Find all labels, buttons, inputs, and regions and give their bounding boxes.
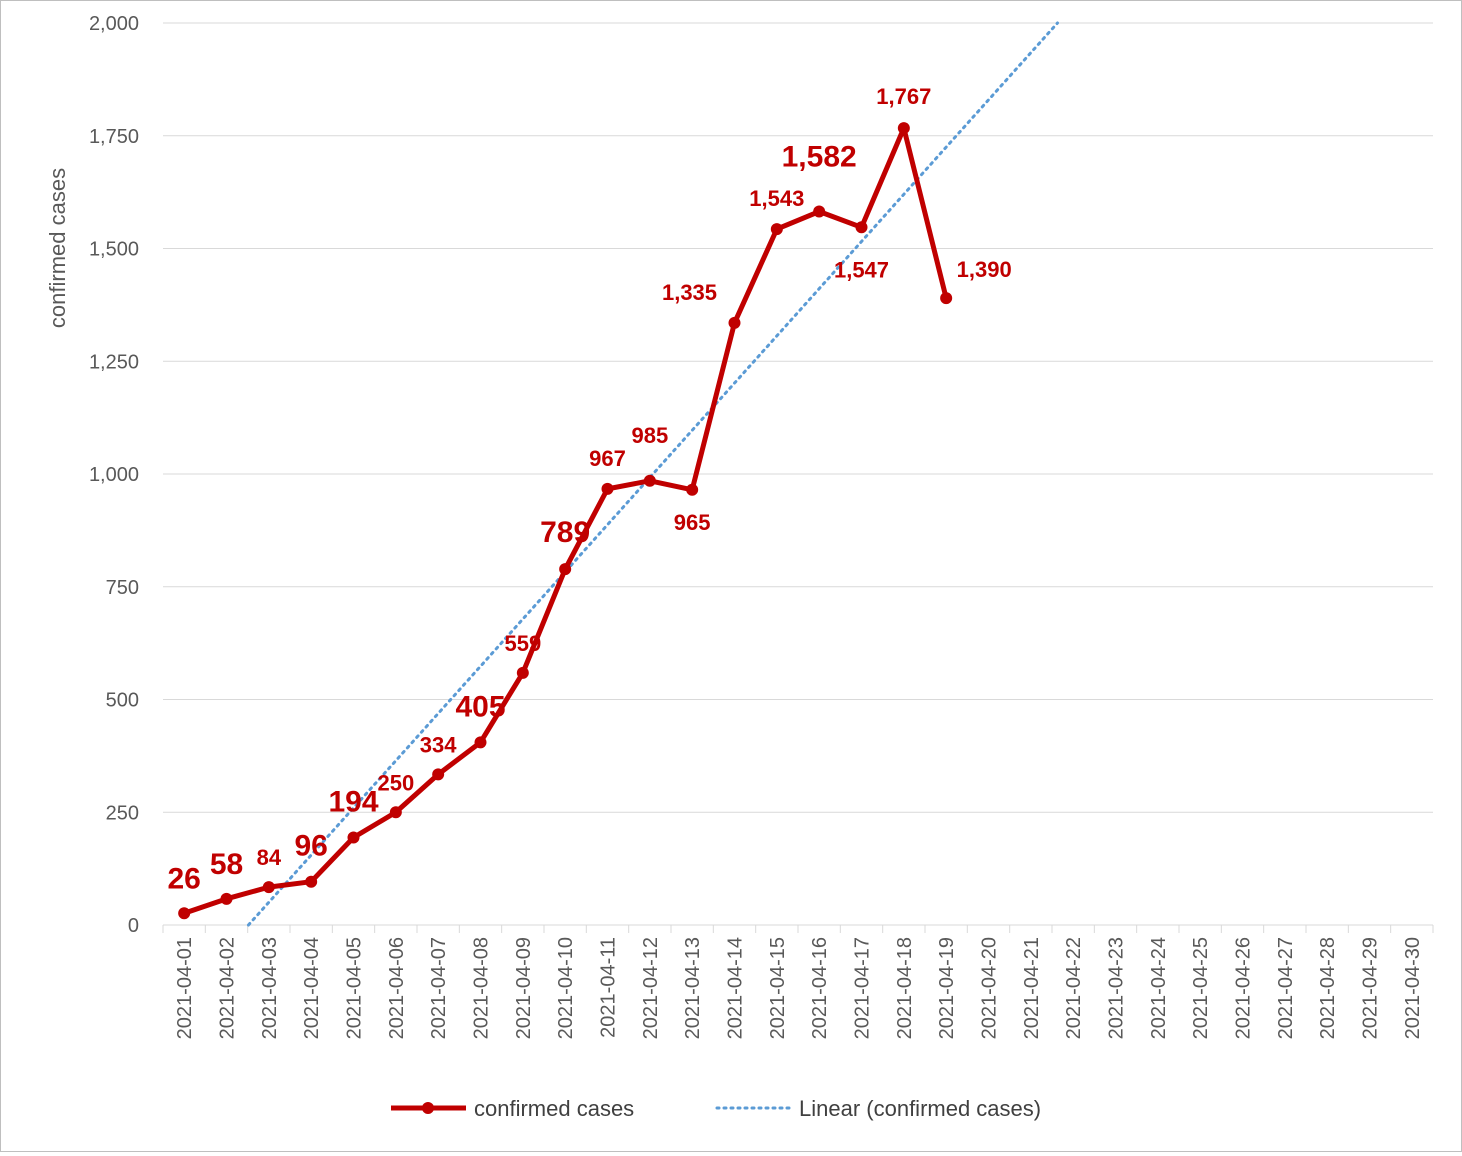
- data-point: [897, 122, 910, 135]
- x-tick-label: 2021-04-14: [725, 937, 747, 1039]
- data-label: 1,543: [749, 186, 804, 211]
- y-tick-label: 1,000: [89, 464, 139, 486]
- y-tick-label: 1,500: [89, 239, 139, 261]
- x-tick-label: 2021-04-11: [598, 937, 620, 1038]
- x-tick-label: 2021-04-28: [1317, 937, 1339, 1039]
- y-tick-label: 750: [106, 577, 139, 599]
- y-tick-label: 1,250: [89, 351, 139, 373]
- data-point: [220, 892, 233, 905]
- x-tick-label: 2021-04-18: [894, 937, 916, 1039]
- x-tick-label: 2021-04-03: [259, 937, 281, 1039]
- y-tick-label: 2,000: [89, 13, 139, 35]
- x-tick-label: 2021-04-10: [555, 937, 577, 1039]
- x-tick-label: 2021-04-15: [767, 937, 789, 1039]
- data-label: 965: [674, 510, 711, 535]
- x-tick-label: 2021-04-22: [1063, 937, 1085, 1039]
- gridlines: [163, 22, 1433, 813]
- data-label: 58: [210, 848, 243, 881]
- data-point: [940, 292, 953, 305]
- data-point: [686, 483, 699, 496]
- data-label: 559: [504, 631, 541, 656]
- data-label: 334: [420, 732, 457, 757]
- x-tick-label: 2021-04-27: [1275, 937, 1297, 1039]
- y-tick-label: 500: [106, 690, 139, 712]
- x-tick-label: 2021-04-24: [1148, 937, 1170, 1039]
- y-axis-title: confirmed cases: [45, 168, 70, 328]
- x-tick-label: 2021-04-26: [1233, 937, 1255, 1039]
- data-point: [305, 875, 318, 888]
- data-point: [432, 768, 445, 781]
- data-point: [813, 205, 826, 218]
- data-point: [516, 666, 529, 679]
- x-tick-label: 2021-04-30: [1402, 937, 1424, 1039]
- data-point: [347, 831, 360, 844]
- data-points: [178, 122, 953, 920]
- x-tick-label: 2021-04-12: [640, 937, 662, 1039]
- x-tick-label: 2021-04-07: [428, 937, 450, 1039]
- data-point: [474, 736, 487, 749]
- x-axis: [162, 924, 1434, 933]
- x-tick-label: 2021-04-20: [979, 937, 1001, 1039]
- data-label: 1,767: [876, 84, 931, 109]
- x-tick-label: 2021-04-02: [217, 937, 239, 1039]
- data-point: [389, 806, 402, 819]
- data-label: 1,390: [957, 257, 1012, 282]
- y-tick-label: 1,750: [89, 126, 139, 148]
- x-tick-label: 2021-04-23: [1106, 937, 1128, 1039]
- data-label: 789: [540, 516, 590, 549]
- x-tick-label: 2021-04-06: [386, 937, 408, 1039]
- x-tick-label: 2021-04-29: [1360, 937, 1382, 1039]
- legend-label-confirmed-cases: confirmed cases: [474, 1096, 634, 1121]
- x-tick-label: 2021-04-25: [1190, 937, 1212, 1039]
- legend-marker-confirmed-cases: [422, 1102, 434, 1114]
- data-point: [855, 221, 868, 234]
- trendline-linear: [246, 21, 1059, 927]
- y-tick-label: 250: [106, 802, 139, 824]
- data-point: [770, 223, 783, 236]
- data-label: 26: [167, 862, 200, 895]
- data-point: [559, 563, 572, 576]
- x-tick-label: 2021-04-04: [301, 937, 323, 1039]
- x-tick-label: 2021-04-16: [809, 937, 831, 1039]
- data-label: 84: [257, 845, 282, 870]
- data-point: [262, 881, 275, 894]
- x-tick-label: 2021-04-21: [1021, 937, 1043, 1039]
- data-label: 985: [631, 423, 668, 448]
- x-tick-label: 2021-04-09: [513, 937, 535, 1039]
- data-point: [643, 474, 656, 487]
- y-tick-label: 0: [128, 915, 139, 937]
- data-label: 1,547: [834, 257, 889, 282]
- x-tick-label: 2021-04-17: [852, 937, 874, 1039]
- y-axis-ticks: 0 250 500 750 1,000 1,250 1,500 1,750 2,000: [89, 13, 139, 937]
- x-tick-label: 2021-04-05: [344, 937, 366, 1039]
- data-point: [178, 907, 191, 920]
- legend-label-trendline: Linear (confirmed cases): [799, 1096, 1041, 1121]
- data-label: 967: [589, 446, 626, 471]
- data-label: 1,582: [782, 141, 857, 174]
- x-tick-label: 2021-04-19: [936, 937, 958, 1039]
- data-point: [601, 482, 614, 495]
- x-axis-ticks: 2021-04-01 2021-04-02 2021-04-03 2021-04-04…: [174, 937, 1424, 1039]
- data-label: 1,335: [662, 280, 717, 305]
- data-point: [728, 316, 741, 329]
- x-tick-label: 2021-04-13: [682, 937, 704, 1039]
- data-label: 96: [294, 830, 327, 863]
- data-label: 405: [455, 690, 505, 723]
- legend: confirmed cases Linear (confirmed cases): [391, 1096, 1041, 1121]
- data-label: 250: [377, 770, 414, 795]
- data-label: 194: [328, 786, 378, 819]
- x-tick-label: 2021-04-08: [471, 937, 493, 1039]
- x-tick-label: 2021-04-01: [174, 937, 196, 1039]
